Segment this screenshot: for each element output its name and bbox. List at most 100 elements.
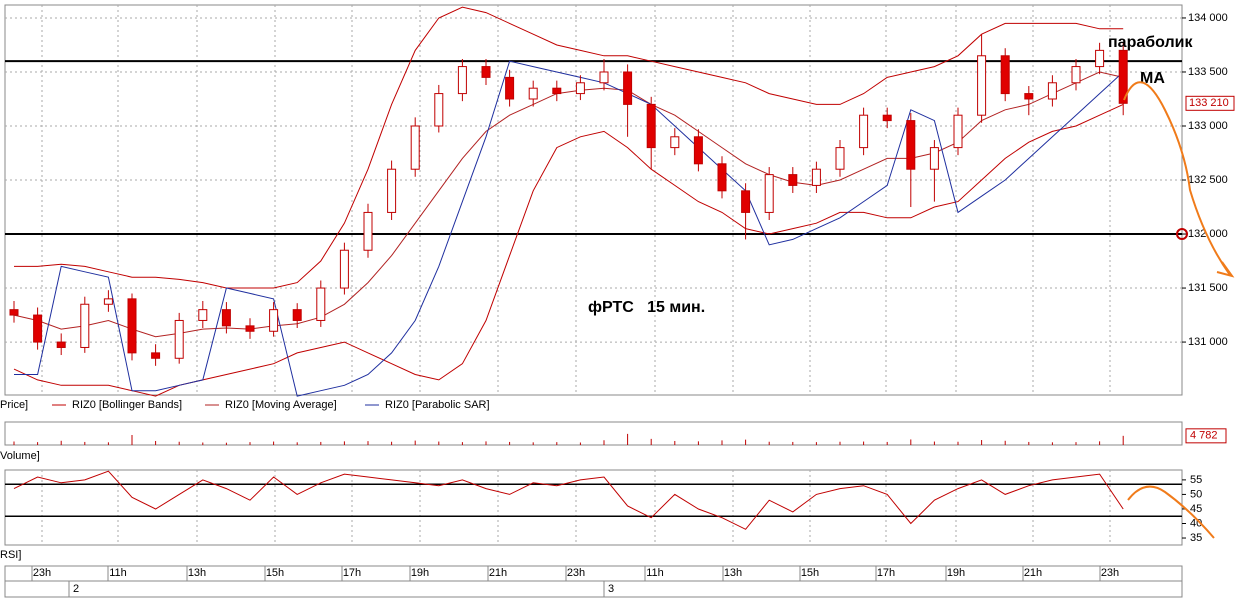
candle-body xyxy=(575,82,585,95)
candle-body xyxy=(505,76,515,100)
candle-body xyxy=(717,163,727,192)
candle-body xyxy=(316,287,326,321)
candle-body xyxy=(528,87,538,100)
time-label: 13h xyxy=(188,567,206,579)
candle-body xyxy=(670,136,680,149)
candle-body xyxy=(882,114,892,122)
date-label: 2 xyxy=(73,583,79,595)
candle-body xyxy=(811,168,821,186)
candle-body xyxy=(339,249,349,289)
candle-body xyxy=(56,341,66,348)
time-label: 23h xyxy=(33,567,51,579)
candle-body xyxy=(1118,49,1128,104)
candle-body xyxy=(103,298,113,305)
indicator-line xyxy=(14,6,1124,289)
candle-body xyxy=(221,309,231,327)
panel-label: RSI] xyxy=(0,549,21,561)
candle-body xyxy=(953,114,963,149)
y-tick-label: 55 xyxy=(1190,474,1202,486)
forecast-arrowhead xyxy=(1216,261,1235,278)
y-tick-label: 132 000 xyxy=(1188,228,1228,240)
y-tick-label: 131 500 xyxy=(1188,282,1228,294)
time-label: 15h xyxy=(801,567,819,579)
candle-body xyxy=(198,309,208,321)
candle-body xyxy=(646,103,656,149)
candle-body xyxy=(1024,93,1034,100)
time-label: 11h xyxy=(646,567,664,579)
candle-body xyxy=(481,66,491,78)
volume-label: 4 782 xyxy=(1190,430,1218,442)
time-label: 23h xyxy=(1101,567,1119,579)
y-tick-label: 50 xyxy=(1190,488,1202,500)
y-tick-label: 45 xyxy=(1190,503,1202,515)
legend-label: RIZ0 [Moving Average] xyxy=(225,399,337,411)
candle-body xyxy=(292,309,302,321)
candle-body xyxy=(788,174,798,186)
candle-body xyxy=(245,325,255,332)
candle-body xyxy=(174,319,184,359)
annotation: MA xyxy=(1140,70,1165,87)
candle-body xyxy=(363,211,373,251)
candle-body xyxy=(269,309,279,332)
candle-body xyxy=(80,303,90,348)
time-label: 19h xyxy=(411,567,429,579)
candle-body xyxy=(741,190,751,213)
candle-body xyxy=(457,66,467,95)
time-label: 21h xyxy=(489,567,507,579)
price-label: 133 210 xyxy=(1189,97,1229,109)
candle-body xyxy=(977,55,987,116)
date-label: 3 xyxy=(608,583,614,595)
candle-body xyxy=(835,147,845,170)
forecast-arrow xyxy=(1123,81,1231,276)
time-label: 23h xyxy=(567,567,585,579)
time-label: 21h xyxy=(1024,567,1042,579)
candle-body xyxy=(693,136,703,165)
legend-label: Price] xyxy=(0,399,28,411)
candle-body xyxy=(33,314,43,343)
candle-body xyxy=(410,125,420,170)
candle-body xyxy=(434,93,444,127)
time-label: 15h xyxy=(266,567,284,579)
y-tick-label: 132 500 xyxy=(1188,174,1228,186)
annotation: фРТС 15 мин. xyxy=(588,299,705,316)
time-label: 13h xyxy=(724,567,742,579)
level-marker xyxy=(1176,228,1188,241)
y-tick-label: 133 000 xyxy=(1188,120,1228,132)
y-tick-label: 131 000 xyxy=(1188,336,1228,348)
candle-body xyxy=(1071,66,1081,84)
candle-body xyxy=(859,114,869,149)
candle-body xyxy=(1047,82,1057,100)
candle-body xyxy=(623,71,633,105)
candle-body xyxy=(127,298,137,354)
rsi-panel xyxy=(4,469,1183,546)
time-label: 17h xyxy=(877,567,895,579)
volume-label-box xyxy=(1185,428,1227,444)
candle-body xyxy=(9,309,19,316)
candle-body xyxy=(552,87,562,95)
candle-body xyxy=(764,174,774,213)
legend-label: RIZ0 [Parabolic SAR] xyxy=(385,399,490,411)
annotation: параболик xyxy=(1108,34,1193,51)
candle-body xyxy=(1095,49,1105,68)
time-label: 17h xyxy=(343,567,361,579)
rsi-line xyxy=(13,470,1124,530)
candle-body xyxy=(1000,55,1010,95)
legend-label: RIZ0 [Bollinger Bands] xyxy=(72,399,182,411)
candle-body xyxy=(151,352,161,359)
price-label-box xyxy=(1185,95,1235,111)
volume-panel xyxy=(4,421,1183,446)
indicator-line xyxy=(14,60,1124,397)
candle-body xyxy=(387,168,397,213)
time-label: 19h xyxy=(947,567,965,579)
time-label: 11h xyxy=(109,567,127,579)
y-tick-label: 133 500 xyxy=(1188,66,1228,78)
panel-label: Volume] xyxy=(0,450,40,462)
y-tick-label: 134 000 xyxy=(1188,12,1228,24)
candle-body xyxy=(929,147,939,170)
y-tick-label: 35 xyxy=(1190,532,1202,544)
candle-body xyxy=(599,71,609,84)
candle-body xyxy=(906,120,916,170)
forecast-arrow xyxy=(1127,485,1215,539)
